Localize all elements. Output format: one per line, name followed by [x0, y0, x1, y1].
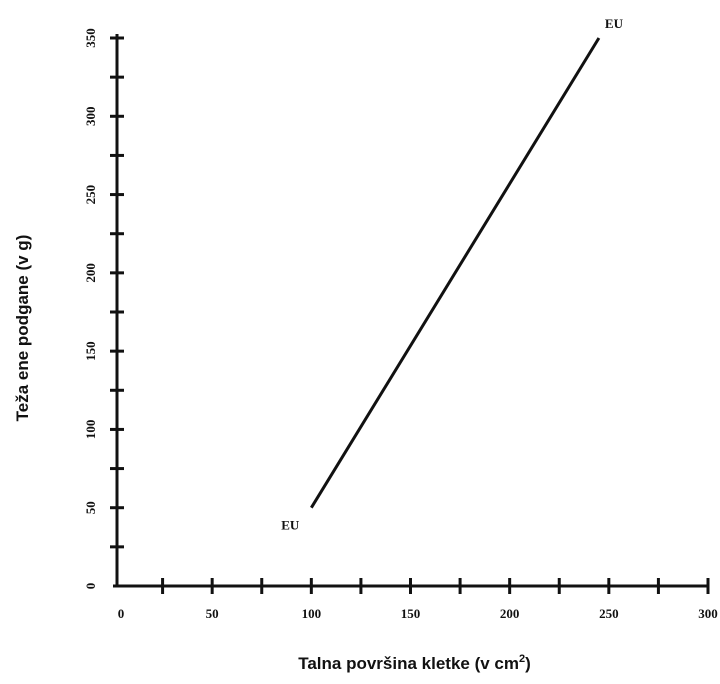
x-tick-label: 100	[302, 606, 322, 621]
y-tick-label: 300	[83, 107, 98, 127]
x-tick-label: 300	[698, 606, 718, 621]
annotations-layer: EU EU	[281, 16, 623, 533]
y-tick-label: 100	[83, 420, 98, 440]
x-tick-label: 150	[401, 606, 421, 621]
y-tick-label: 250	[83, 185, 98, 205]
y-axis-title: Teža ene podgane (v g)	[13, 235, 32, 422]
y-tick-label: 0	[83, 583, 98, 590]
y-tick-label: 350	[83, 28, 98, 48]
y-tick-label: 50	[83, 501, 98, 514]
x-axis-title-main: Talna površina kletke (v cm	[298, 654, 519, 673]
x-tick-label: 200	[500, 606, 520, 621]
annotation-label: EU	[605, 16, 624, 31]
x-tick-label: 50	[206, 606, 219, 621]
series-layer	[310, 37, 601, 509]
x-axis-title: Talna površina kletke (v cm2)	[298, 653, 531, 673]
series-line	[310, 37, 601, 509]
x-tick-label: 0	[118, 606, 125, 621]
x-axis-title-suffix: )	[525, 654, 531, 673]
annotation-label: EU	[281, 518, 300, 533]
y-tick-label: 150	[83, 341, 98, 361]
y-tick-label: 200	[83, 263, 98, 283]
ticks-layer: 0 50 100 150 200 250 300 0 50 100 150 200 250 300 350	[83, 28, 718, 621]
x-tick-label: 250	[599, 606, 619, 621]
x-axis-title-superscript: 2	[519, 653, 525, 665]
